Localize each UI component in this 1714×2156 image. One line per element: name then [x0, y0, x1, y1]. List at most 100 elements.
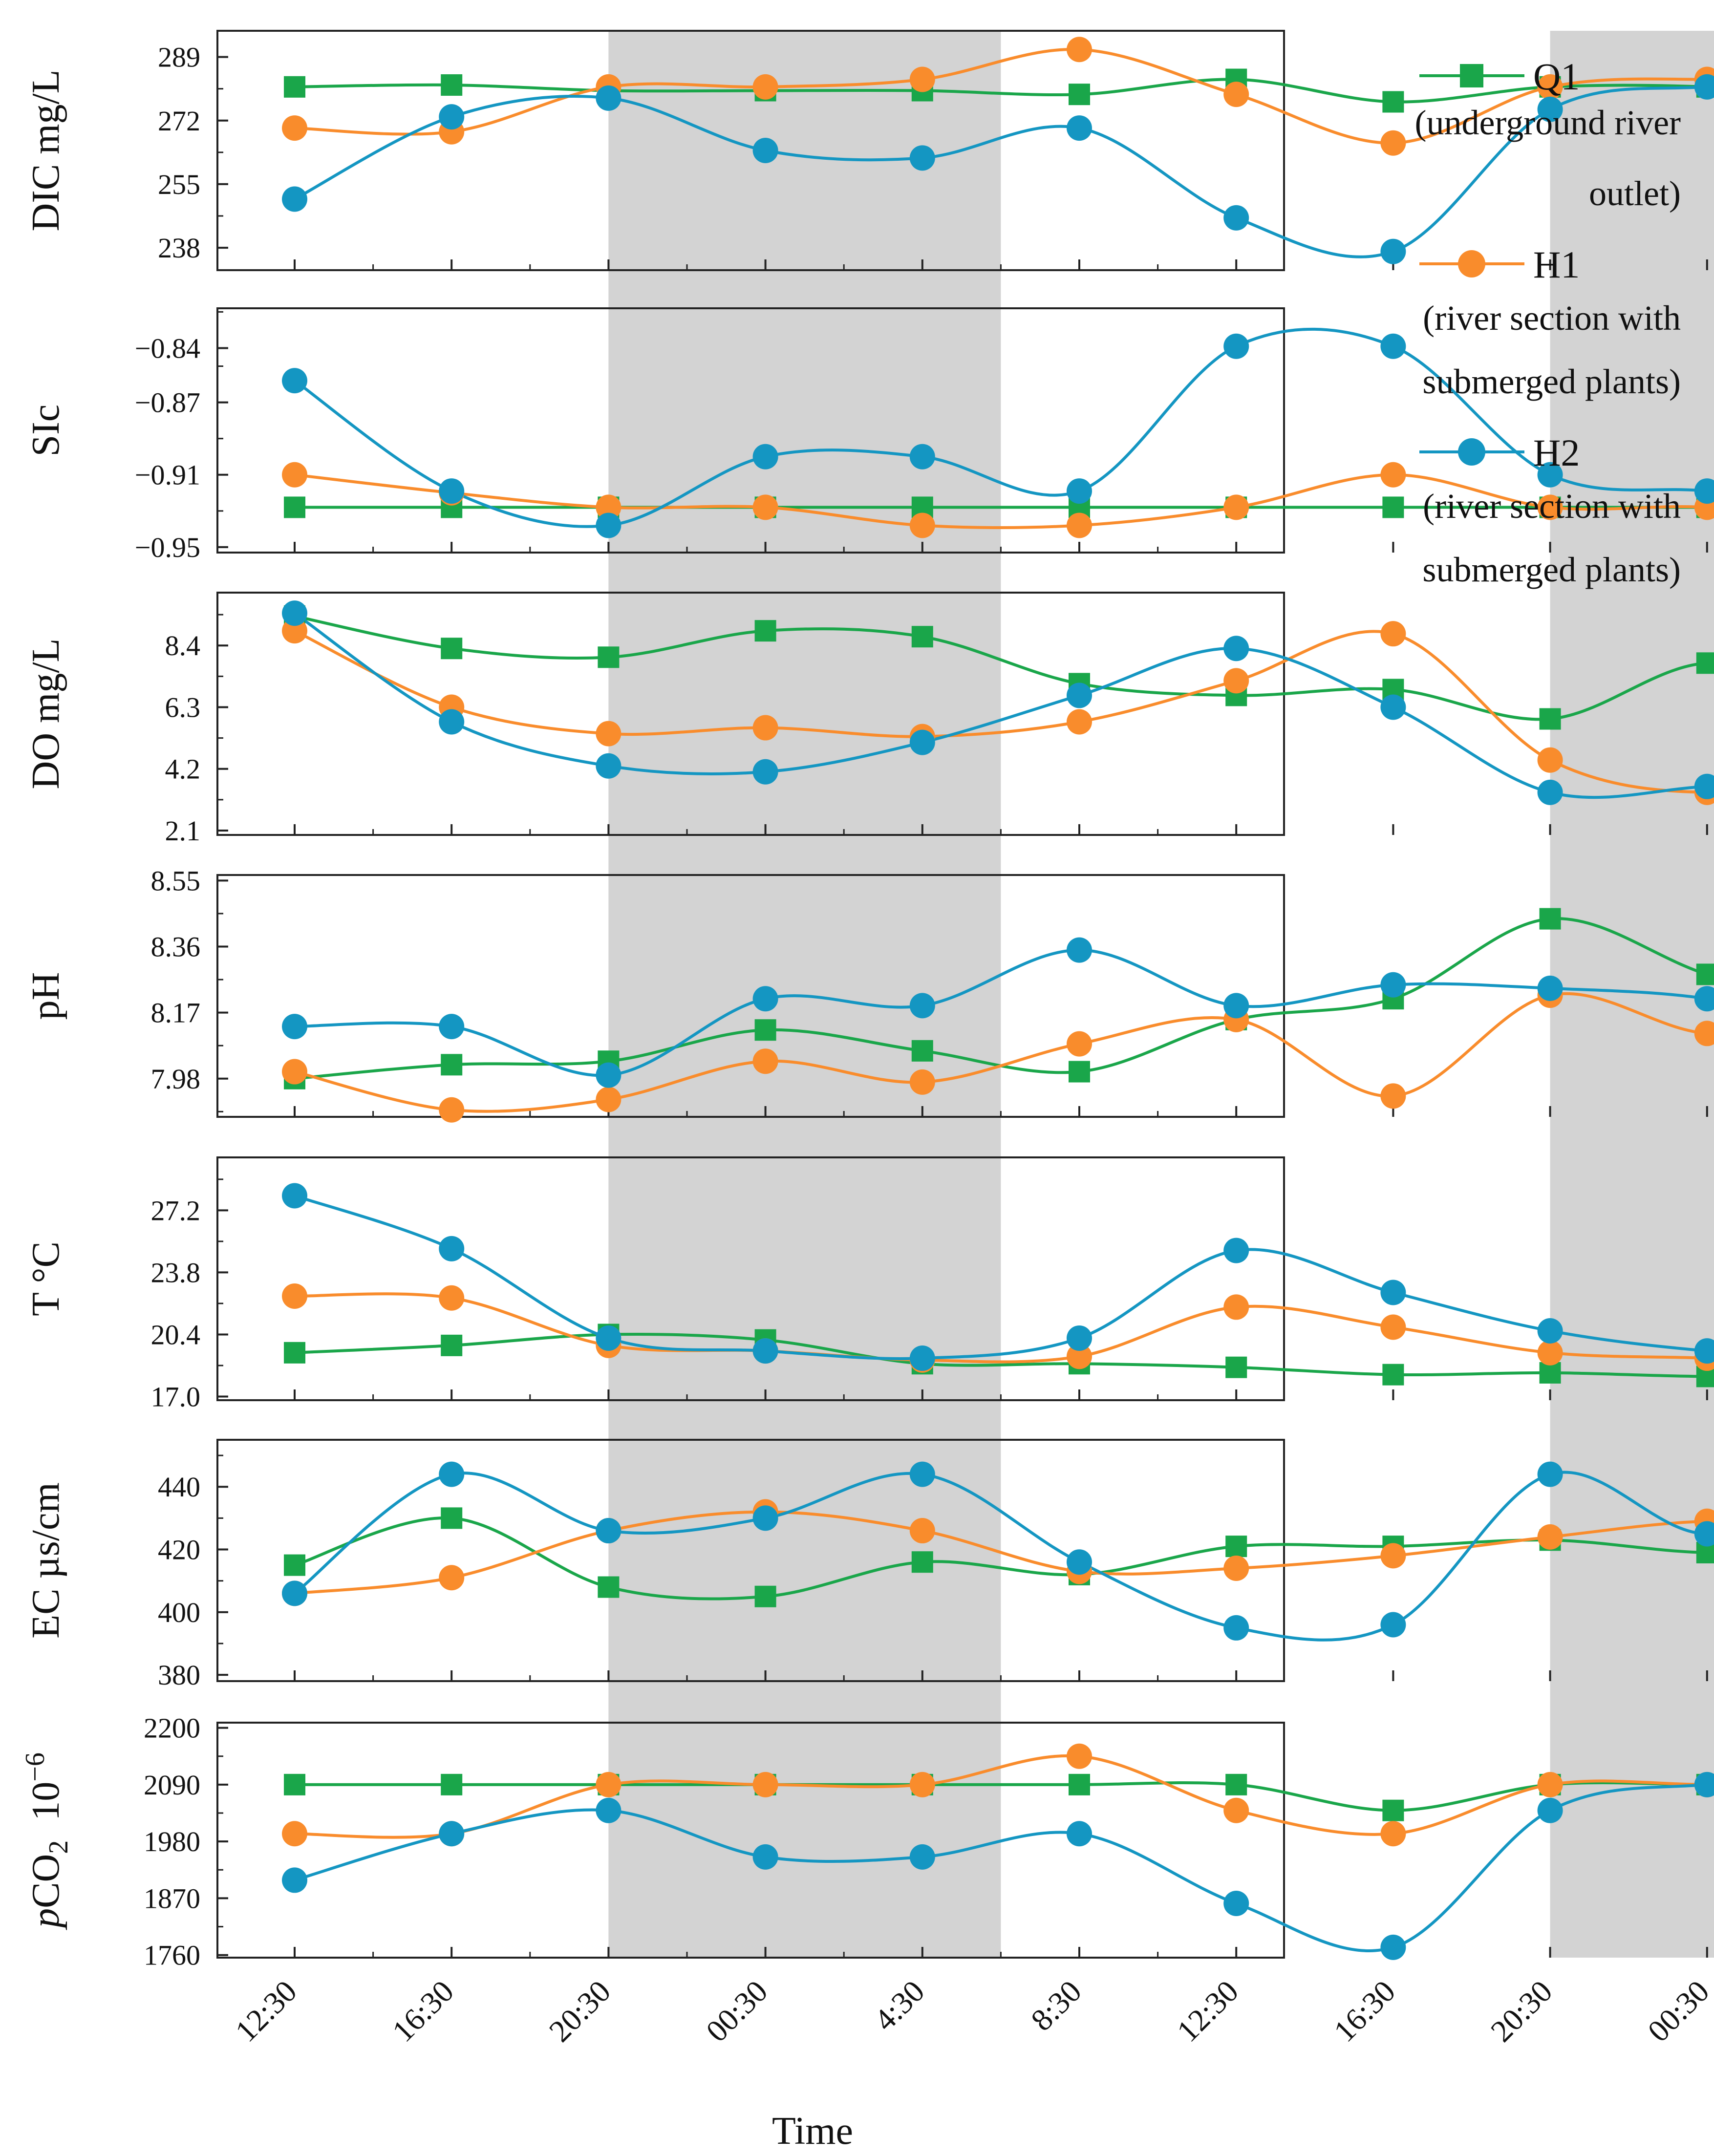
point-h1 — [1537, 747, 1563, 773]
series-line-h2 — [294, 612, 1714, 799]
point-h2 — [1694, 986, 1714, 1012]
point-h2 — [1223, 1891, 1249, 1916]
point-h1 — [1067, 37, 1092, 63]
point-h2 — [282, 1580, 307, 1606]
point-h1 — [282, 1821, 307, 1847]
point-h2 — [909, 145, 935, 171]
point-h2 — [909, 993, 935, 1019]
point-h2 — [1380, 1280, 1406, 1305]
point-h2 — [1537, 1318, 1563, 1344]
point-h1 — [282, 462, 307, 488]
point-h1 — [752, 1048, 778, 1074]
x-tick-label: 00:30 — [1641, 1974, 1714, 2049]
y-axis-title-pco2: pCO2 10−6 — [20, 1752, 74, 1930]
point-h1 — [909, 1772, 935, 1797]
point-h2 — [1223, 333, 1249, 359]
y-tick-label: 238 — [158, 232, 200, 264]
point-h2 — [439, 1014, 465, 1040]
point-q1 — [1382, 1799, 1404, 1821]
point-h2 — [439, 1461, 465, 1487]
point-h1 — [752, 1772, 778, 1797]
point-h1 — [1067, 1743, 1092, 1769]
point-h1 — [282, 115, 307, 141]
point-h1 — [282, 1059, 307, 1085]
point-h1 — [909, 512, 935, 538]
series-line-h2 — [294, 948, 1714, 1077]
point-h2 — [909, 1461, 935, 1487]
y-tick-label: 8.4 — [165, 630, 201, 662]
legend-marker-square — [1460, 64, 1483, 87]
point-h2 — [439, 709, 465, 735]
series-line-q1 — [295, 1781, 1714, 1812]
point-h1 — [596, 1772, 621, 1797]
x-axis-title: Time — [772, 2110, 853, 2153]
point-q1 — [911, 626, 933, 648]
point-h2 — [596, 1518, 621, 1544]
point-h2 — [439, 478, 465, 504]
point-h2 — [282, 1867, 307, 1893]
point-q1 — [1382, 496, 1404, 518]
panels: 238 255 272 289 DIC mg/L −0.95 −0.91 −0.87 −0.84… — [20, 30, 1714, 1971]
legend-note: (river section with — [1423, 487, 1681, 526]
x-tick-label: 8:30 — [1024, 1974, 1088, 2038]
point-h1 — [596, 1087, 621, 1112]
series-line-q1 — [294, 615, 1714, 721]
point-h1 — [1380, 621, 1406, 647]
point-h1 — [1067, 1031, 1092, 1057]
point-q1 — [1382, 91, 1404, 113]
point-q1 — [441, 1054, 463, 1076]
point-q1 — [754, 1585, 776, 1607]
point-h2 — [1380, 238, 1406, 264]
point-h2 — [1223, 1238, 1249, 1263]
point-h2 — [282, 186, 307, 212]
point-h2 — [1067, 1325, 1092, 1351]
point-h1 — [1380, 130, 1406, 156]
point-h2 — [282, 368, 307, 394]
point-q1 — [284, 496, 305, 518]
point-h2 — [1067, 937, 1092, 963]
point-h2 — [282, 600, 307, 626]
series-line-h2 — [294, 1782, 1714, 1952]
point-h2 — [752, 1505, 778, 1531]
y-tick-label: 4.2 — [165, 753, 201, 785]
y-tick-label: 400 — [158, 1597, 200, 1628]
legend-item-h1: H1 (river section with submerged plants) — [1419, 243, 1681, 401]
point-h1 — [439, 1285, 465, 1311]
panel-dic: 238 255 272 289 DIC mg/L — [24, 30, 1714, 271]
point-h2 — [596, 85, 621, 111]
point-h2 — [439, 1821, 465, 1847]
point-h1 — [1537, 74, 1563, 100]
point-h2 — [909, 1844, 935, 1870]
y-axis-title: DO mg/L — [24, 639, 67, 790]
y-tick-label: −0.84 — [135, 332, 200, 364]
point-q1 — [1539, 908, 1561, 930]
point-h1 — [282, 1283, 307, 1309]
legend-label: Q1 — [1533, 55, 1580, 98]
point-h2 — [1223, 636, 1249, 662]
legend-note: outlet) — [1589, 174, 1681, 213]
point-h2 — [1223, 205, 1249, 231]
legend-marker-circle — [1458, 250, 1485, 278]
point-q1 — [441, 1507, 463, 1529]
y-tick-label: 1870 — [144, 1882, 200, 1914]
point-h1 — [282, 618, 307, 644]
y-tick-label: 23.8 — [151, 1257, 201, 1288]
point-h1 — [1380, 1543, 1406, 1569]
y-axis-title: EC µs/cm — [24, 1482, 67, 1638]
point-h1 — [1223, 1294, 1249, 1320]
y-axis-title: DIC mg/L — [24, 69, 67, 231]
panel-frame — [216, 874, 1285, 1118]
point-h2 — [1537, 779, 1563, 805]
point-h2 — [282, 1183, 307, 1209]
point-h2 — [1067, 1549, 1092, 1575]
point-h2 — [1537, 1461, 1563, 1487]
x-tick-label: 12:30 — [229, 1974, 303, 2049]
y-tick-label: 289 — [158, 42, 200, 73]
point-h1 — [909, 1069, 935, 1095]
point-h2 — [1694, 1772, 1714, 1797]
panel-frame — [216, 1156, 1285, 1401]
point-q1 — [441, 1334, 463, 1356]
point-h2 — [596, 1062, 621, 1088]
point-h2 — [1537, 96, 1563, 122]
point-h1 — [1067, 1344, 1092, 1369]
